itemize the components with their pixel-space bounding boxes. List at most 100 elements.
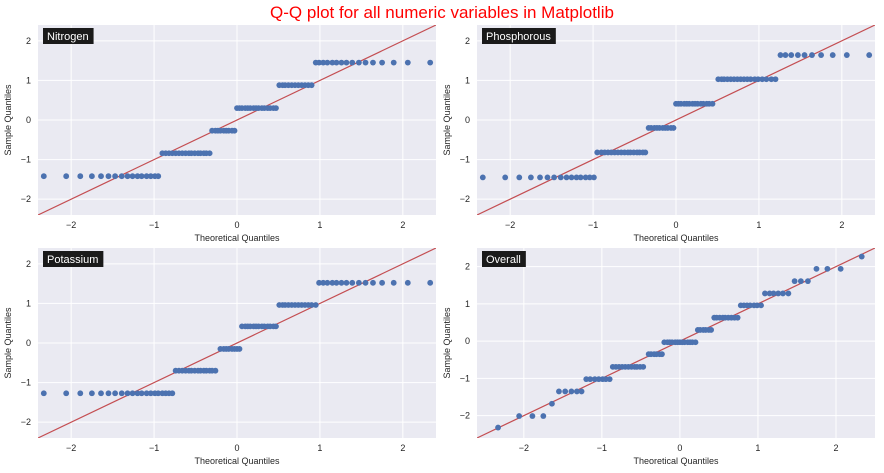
data-point — [312, 302, 319, 308]
data-point — [88, 390, 95, 397]
data-point — [134, 390, 141, 397]
panel-label-text: Phosphorous — [486, 31, 551, 43]
x-tick-label: −1 — [149, 220, 159, 230]
data-point — [557, 174, 564, 181]
y-tick-label: 2 — [465, 36, 470, 46]
data-point — [573, 388, 580, 395]
data-point — [502, 174, 509, 181]
x-tick-label: 2 — [833, 443, 838, 453]
panel-label: Phosphorous — [482, 28, 556, 44]
data-point — [118, 390, 125, 397]
data-point — [586, 174, 593, 181]
x-tick-label: 2 — [400, 443, 405, 453]
panel-label-text: Nitrogen — [47, 31, 89, 43]
data-point — [568, 174, 575, 181]
panel-label-box — [43, 28, 94, 44]
y-tick-label: 2 — [26, 36, 31, 46]
data-point — [809, 52, 815, 58]
data-point — [324, 279, 331, 286]
data-point — [578, 388, 585, 395]
data-point — [362, 59, 369, 66]
data-point — [587, 376, 594, 383]
data-point — [138, 173, 145, 180]
panel-label-box — [43, 251, 104, 267]
panel-label-text: Overall — [486, 254, 521, 266]
data-point — [642, 149, 649, 156]
plot-area — [477, 248, 875, 438]
data-point — [129, 173, 136, 180]
x-tick-label: −1 — [588, 220, 598, 230]
data-point — [112, 173, 119, 180]
data-point — [355, 279, 362, 286]
data-point — [273, 323, 279, 330]
data-point — [147, 173, 154, 180]
data-point — [404, 59, 411, 66]
data-point — [338, 59, 345, 66]
y-tick-label: 0 — [26, 115, 31, 125]
data-point — [343, 279, 350, 286]
data-point — [308, 302, 315, 308]
data-point — [785, 290, 792, 297]
x-tick-label: 0 — [677, 443, 682, 453]
data-point — [659, 351, 665, 358]
data-point — [479, 174, 486, 181]
data-point — [273, 105, 279, 112]
data-point — [316, 279, 322, 286]
data-point — [772, 76, 779, 83]
x-tick-label: 2 — [400, 220, 405, 230]
y-tick-label: 2 — [465, 262, 470, 272]
data-point — [775, 290, 782, 297]
data-point — [155, 173, 162, 180]
y-tick-label: 1 — [26, 75, 31, 85]
x-axis-label: Theoretical Quantiles — [194, 456, 280, 466]
data-point — [138, 390, 145, 397]
data-point — [568, 388, 575, 395]
data-point — [640, 363, 647, 370]
panel-label: Overall — [482, 251, 526, 267]
data-point — [212, 367, 219, 374]
data-point — [529, 413, 536, 419]
qq-panel-nitrogen: −2 −1 0 1 2 −2 −1 0 1 2 Theoretical Quantiles Sampl… — [3, 25, 436, 243]
panel-label-box — [482, 28, 556, 44]
data-point — [231, 127, 238, 134]
data-point — [147, 390, 154, 397]
data-point — [606, 376, 613, 383]
data-point — [390, 59, 397, 66]
data-point — [858, 253, 865, 260]
x-tick-label: 0 — [673, 220, 678, 230]
plot-area — [38, 248, 436, 438]
data-point — [206, 150, 213, 157]
x-axis-label: Theoretical Quantiles — [194, 233, 280, 243]
data-point — [762, 290, 768, 297]
x-tick-label: 1 — [317, 443, 322, 453]
panel-label-text: Potassium — [47, 254, 98, 266]
data-point — [112, 390, 119, 397]
plot-area — [477, 25, 875, 215]
y-tick-label: 1 — [465, 299, 470, 309]
data-point — [355, 59, 362, 66]
y-tick-label: 1 — [465, 75, 470, 85]
data-point — [390, 279, 397, 286]
x-tick-label: −1 — [597, 443, 607, 453]
data-point — [537, 174, 543, 181]
data-point — [791, 278, 798, 285]
data-point — [591, 174, 597, 181]
data-point — [573, 174, 580, 181]
panel-label: Potassium — [43, 251, 104, 267]
x-tick-label: 1 — [317, 220, 322, 230]
y-tick-label: −2 — [21, 194, 31, 204]
data-point — [124, 173, 131, 180]
data-point — [427, 59, 434, 66]
data-point — [124, 390, 131, 397]
data-point — [362, 279, 369, 286]
x-tick-label: 1 — [756, 220, 761, 230]
data-point — [708, 327, 715, 333]
data-point — [549, 400, 555, 407]
data-point — [801, 52, 808, 58]
y-tick-label: 1 — [26, 298, 31, 308]
data-point — [782, 52, 789, 58]
x-tick-label: −2 — [66, 220, 76, 230]
plot-area — [38, 25, 436, 215]
y-axis-label: Sample Quantiles — [3, 84, 13, 156]
